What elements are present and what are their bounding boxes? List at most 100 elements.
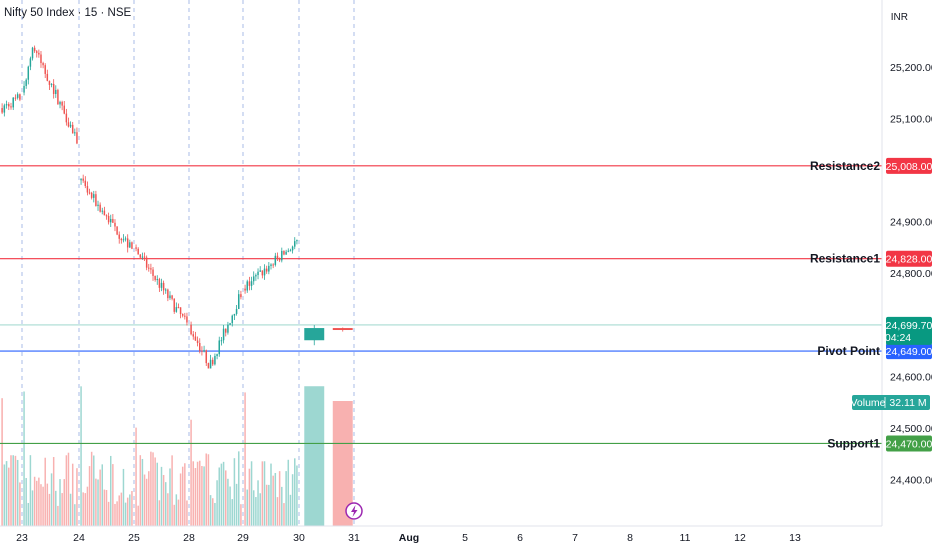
volume-bar: [42, 486, 44, 526]
candle-body: [86, 186, 89, 193]
candle-body: [287, 250, 290, 252]
volume-bar: [23, 391, 25, 526]
candle-body: [126, 238, 129, 248]
volume-bar: [120, 492, 123, 526]
time-tick-label: 13: [789, 532, 801, 544]
candle-body: [291, 246, 294, 251]
candle-body: [88, 192, 91, 194]
candle-body: [154, 275, 156, 280]
price-tick-label: 24,900.00: [890, 217, 932, 229]
candle-body: [255, 275, 257, 277]
volume-bar: [162, 475, 165, 526]
volume-bar: [12, 455, 14, 526]
pivot-levels: Resistance2 Resistance1 Pivot Point Support…: [0, 159, 882, 450]
candle-body: [296, 240, 298, 242]
lightning-icon[interactable]: [345, 502, 363, 520]
candle-body: [148, 267, 150, 269]
candle-body: [233, 313, 236, 316]
candle-body: [216, 354, 218, 357]
volume-bar: [105, 490, 108, 526]
volume-bar: [160, 466, 163, 526]
volume-bar: [169, 468, 171, 526]
volume-bar: [201, 466, 203, 526]
volume-bar: [181, 466, 184, 526]
volume-bar: [231, 499, 234, 526]
volume-bar: [52, 457, 55, 526]
volume-bar: [214, 502, 216, 526]
candle-body: [33, 47, 36, 52]
candle-body: [209, 359, 212, 369]
candle-body: [42, 63, 44, 66]
volume-bar: [74, 504, 76, 526]
candle-body: [118, 234, 120, 239]
candle-body: [122, 239, 125, 241]
candle-body: [184, 315, 186, 317]
candle-body: [201, 350, 203, 352]
level-name: Pivot Point: [817, 344, 880, 358]
volume-bar: [25, 478, 27, 526]
candle-body: [23, 85, 25, 93]
volume-bar: [248, 468, 251, 526]
volume-bar: [211, 498, 214, 526]
candle-body: [263, 268, 266, 276]
candle-body: [71, 124, 74, 134]
volume-bar: [227, 478, 229, 526]
price-tick-label: 25,100.00: [890, 113, 932, 125]
volume-bar: [137, 505, 139, 526]
volume-bar: [38, 477, 40, 526]
svg-text:24,699.70: 24,699.70: [886, 320, 932, 332]
volume-bar: [141, 458, 144, 526]
volume-bar: [285, 471, 287, 526]
candle-body: [229, 323, 231, 325]
candle-body: [235, 309, 238, 314]
volume-bar: [67, 452, 70, 526]
candle-body: [304, 328, 325, 341]
volume-bar: [63, 479, 65, 526]
candle-body: [124, 238, 127, 240]
session-gridlines: [21, 0, 355, 526]
candle-body: [80, 178, 82, 181]
volume-bar: [95, 478, 97, 526]
volume-bar: [257, 480, 259, 526]
volume-bar: [218, 467, 221, 526]
candle-body: [40, 54, 42, 64]
time-tick-label: 28: [183, 532, 195, 544]
time-axis: 23 24 25 28 29 30 31 Aug 5 6 7 8 11 12 13: [16, 532, 801, 544]
volume-bar: [82, 492, 84, 526]
candle-body: [270, 264, 272, 266]
candle-body: [65, 113, 68, 123]
candle-body: [240, 294, 242, 298]
volume-bar: [31, 490, 34, 526]
volume-bar: [240, 504, 242, 526]
volume-bar: [27, 502, 30, 526]
chart-title: Nifty 50 Index · 15 · NSE: [4, 7, 132, 19]
candle-body: [160, 282, 163, 288]
time-tick-label: 29: [237, 532, 249, 544]
volume-bar: [116, 501, 118, 526]
volume-bar: [57, 505, 59, 526]
candle-body: [198, 343, 201, 351]
volume-bar: [252, 490, 255, 526]
level-name: Resistance1: [810, 252, 880, 266]
volume-bar: [129, 494, 131, 526]
candle-body: [3, 105, 6, 113]
volume-bar: [198, 460, 201, 526]
volume-bar: [203, 466, 205, 526]
volume-bar: [36, 480, 38, 526]
candle-body: [171, 295, 173, 299]
svg-text:24,470.00: 24,470.00: [886, 438, 932, 450]
volume-bar: [270, 463, 272, 526]
candle-body: [69, 124, 72, 127]
time-tick-label: 12: [734, 532, 746, 544]
volume-bar: [69, 493, 72, 526]
volume-bar: [175, 494, 178, 526]
candle-body: [281, 250, 283, 261]
candle-body: [156, 279, 159, 281]
volume-bar: [19, 482, 21, 526]
candle-body: [105, 215, 108, 217]
time-tick-label: 25: [128, 532, 140, 544]
volume-bar: [103, 489, 106, 526]
candle-body: [231, 315, 234, 324]
candle-body: [90, 192, 93, 198]
